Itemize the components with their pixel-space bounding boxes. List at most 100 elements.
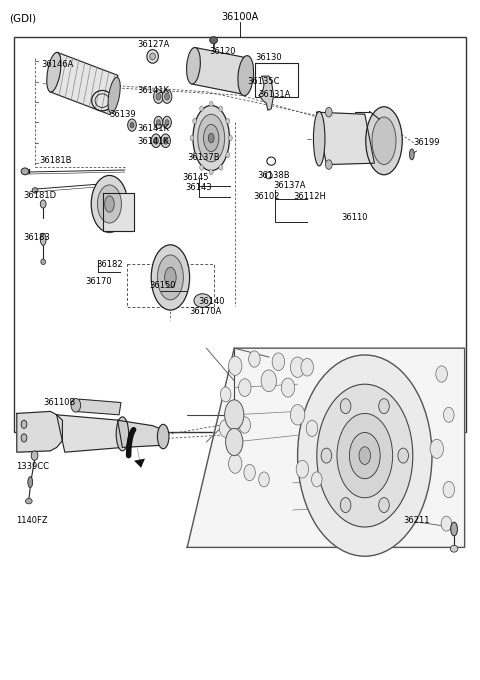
Ellipse shape <box>161 134 170 148</box>
Ellipse shape <box>239 379 251 396</box>
Text: 36181B: 36181B <box>39 156 72 165</box>
Ellipse shape <box>25 498 32 504</box>
Text: 36137B: 36137B <box>187 153 220 162</box>
Text: 1339CC: 1339CC <box>16 462 49 471</box>
Polygon shape <box>187 348 465 547</box>
Polygon shape <box>74 399 121 415</box>
Text: 36120: 36120 <box>209 47 235 56</box>
Ellipse shape <box>272 353 285 371</box>
Ellipse shape <box>147 50 158 63</box>
Polygon shape <box>317 112 374 165</box>
Ellipse shape <box>209 169 213 175</box>
Ellipse shape <box>31 451 38 460</box>
Ellipse shape <box>219 165 223 170</box>
Ellipse shape <box>210 37 217 44</box>
Polygon shape <box>50 52 118 115</box>
Ellipse shape <box>444 407 454 422</box>
Ellipse shape <box>150 53 156 60</box>
Ellipse shape <box>244 464 255 481</box>
Polygon shape <box>103 193 134 231</box>
Ellipse shape <box>337 413 393 498</box>
Ellipse shape <box>91 175 128 233</box>
Ellipse shape <box>226 152 230 158</box>
Ellipse shape <box>436 366 447 382</box>
Ellipse shape <box>128 119 136 131</box>
Ellipse shape <box>301 358 313 376</box>
Text: 36183: 36183 <box>23 233 50 242</box>
Text: 36211: 36211 <box>403 516 430 525</box>
Ellipse shape <box>226 428 243 456</box>
Ellipse shape <box>312 472 322 487</box>
Ellipse shape <box>116 417 129 451</box>
Polygon shape <box>118 420 163 447</box>
Ellipse shape <box>154 90 163 103</box>
Ellipse shape <box>219 420 232 437</box>
Ellipse shape <box>21 420 27 428</box>
Polygon shape <box>259 76 274 110</box>
Ellipse shape <box>325 107 332 117</box>
Text: 36141K: 36141K <box>137 124 169 133</box>
Polygon shape <box>192 48 245 94</box>
Ellipse shape <box>71 398 81 412</box>
Ellipse shape <box>105 196 114 212</box>
Ellipse shape <box>321 448 332 463</box>
Ellipse shape <box>259 472 269 487</box>
Ellipse shape <box>313 112 325 166</box>
Bar <box>14 37 466 432</box>
Ellipse shape <box>162 90 172 103</box>
Ellipse shape <box>451 522 457 536</box>
Ellipse shape <box>228 356 242 375</box>
Text: 36137A: 36137A <box>274 182 306 190</box>
Ellipse shape <box>281 378 295 397</box>
Ellipse shape <box>108 78 120 113</box>
Ellipse shape <box>154 137 158 144</box>
Ellipse shape <box>28 477 33 488</box>
Text: 36102: 36102 <box>253 192 279 201</box>
Ellipse shape <box>372 117 396 165</box>
Ellipse shape <box>154 116 163 129</box>
Ellipse shape <box>366 107 402 175</box>
Ellipse shape <box>261 370 276 392</box>
Text: 36110: 36110 <box>341 213 367 222</box>
Text: 36127A: 36127A <box>137 40 169 49</box>
Ellipse shape <box>200 106 204 112</box>
Ellipse shape <box>220 387 231 402</box>
Text: 36140: 36140 <box>198 297 225 306</box>
Ellipse shape <box>21 168 29 175</box>
Text: 36146A: 36146A <box>41 61 73 69</box>
Ellipse shape <box>21 434 27 442</box>
FancyArrowPatch shape <box>134 448 145 468</box>
Ellipse shape <box>298 355 432 556</box>
Ellipse shape <box>430 439 444 458</box>
Text: 36170: 36170 <box>85 277 112 286</box>
Ellipse shape <box>165 120 169 125</box>
Ellipse shape <box>190 135 194 141</box>
Ellipse shape <box>208 133 214 143</box>
Ellipse shape <box>156 93 161 100</box>
Text: 36110B: 36110B <box>43 398 75 407</box>
Text: 36150: 36150 <box>149 281 175 290</box>
Ellipse shape <box>296 460 309 478</box>
Ellipse shape <box>228 454 242 473</box>
Text: (GDI): (GDI) <box>10 14 37 24</box>
Ellipse shape <box>97 185 121 223</box>
Text: 36199: 36199 <box>414 138 440 147</box>
Ellipse shape <box>441 516 452 531</box>
Ellipse shape <box>228 135 232 141</box>
Polygon shape <box>57 415 122 452</box>
Ellipse shape <box>225 400 244 430</box>
Ellipse shape <box>219 106 223 112</box>
Ellipse shape <box>450 545 458 552</box>
Ellipse shape <box>193 105 229 171</box>
Ellipse shape <box>192 152 196 158</box>
Ellipse shape <box>290 357 305 377</box>
Ellipse shape <box>443 481 455 498</box>
Ellipse shape <box>349 432 380 479</box>
Text: 36131A: 36131A <box>258 90 290 99</box>
Ellipse shape <box>317 384 413 527</box>
Ellipse shape <box>239 417 251 433</box>
Text: 36143: 36143 <box>185 183 211 192</box>
Ellipse shape <box>204 124 219 152</box>
Ellipse shape <box>163 137 168 144</box>
Ellipse shape <box>249 351 260 367</box>
